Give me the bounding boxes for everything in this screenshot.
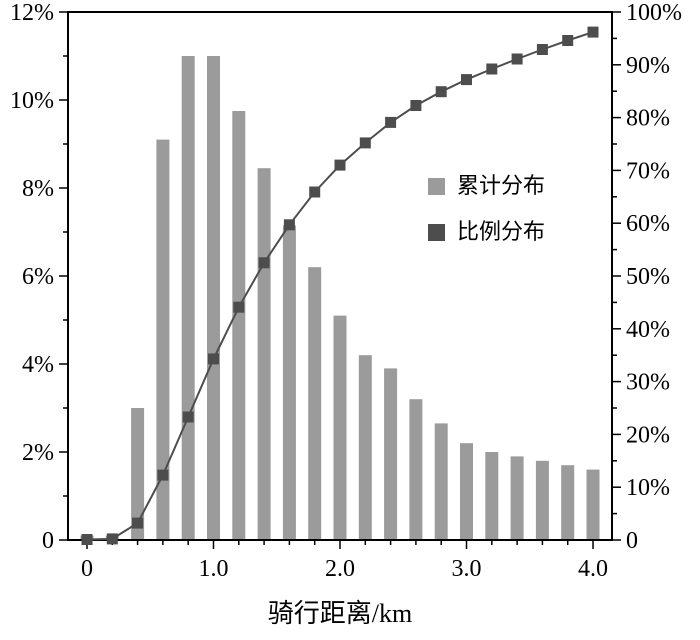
bar bbox=[207, 56, 220, 540]
y-right-tick-label: 40% bbox=[626, 317, 670, 343]
x-tick-label: 3.0 bbox=[452, 556, 482, 582]
bar bbox=[282, 225, 296, 540]
bar bbox=[586, 469, 600, 540]
y-right-tick-label: 100% bbox=[626, 0, 682, 26]
bar bbox=[535, 460, 549, 540]
bar bbox=[131, 408, 145, 540]
square-marker bbox=[385, 116, 397, 128]
bar bbox=[434, 423, 448, 540]
square-marker bbox=[562, 35, 574, 46]
x-tick-label: 1.0 bbox=[198, 556, 228, 582]
square-marker bbox=[182, 411, 194, 423]
y-left-tick-label: 8% bbox=[22, 176, 54, 202]
bar bbox=[510, 456, 524, 540]
square-marker bbox=[208, 353, 219, 365]
square-marker bbox=[309, 186, 321, 198]
y-right-tick-label: 20% bbox=[626, 422, 670, 448]
bar bbox=[333, 315, 347, 540]
y-left-tick-label: 4% bbox=[22, 352, 54, 378]
bar bbox=[485, 452, 499, 540]
square-marker bbox=[157, 469, 169, 481]
legend-label: 比例分布 bbox=[457, 219, 545, 244]
x-tick-label: 4.0 bbox=[578, 556, 608, 582]
bar bbox=[181, 56, 195, 540]
y-right-tick-label: 70% bbox=[626, 158, 670, 184]
square-marker bbox=[587, 26, 599, 38]
bar bbox=[409, 399, 423, 540]
bar bbox=[257, 168, 271, 540]
bar bbox=[460, 443, 473, 540]
square-marker bbox=[486, 63, 498, 75]
square-marker bbox=[461, 74, 472, 86]
y-right-tick-label: 90% bbox=[626, 53, 670, 79]
square-marker bbox=[81, 534, 93, 545]
square-marker bbox=[359, 137, 371, 149]
legend-label: 累计分布 bbox=[457, 173, 545, 198]
square-marker bbox=[233, 301, 245, 313]
y-right-tick-label: 10% bbox=[626, 475, 670, 501]
square-marker bbox=[258, 257, 270, 269]
y-right-tick-label: 30% bbox=[626, 370, 670, 396]
square-marker bbox=[106, 533, 118, 545]
square-marker bbox=[283, 219, 295, 231]
legend-swatch bbox=[428, 224, 445, 241]
square-marker bbox=[132, 517, 144, 529]
x-tick-label: 2.0 bbox=[325, 556, 355, 582]
plot-frame bbox=[67, 11, 613, 541]
bar bbox=[358, 355, 372, 540]
y-left-tick-label: 12% bbox=[10, 0, 54, 26]
square-marker bbox=[410, 100, 422, 111]
y-right-tick-label: 50% bbox=[626, 264, 670, 290]
bar bbox=[308, 267, 322, 540]
y-right-tick-label: 60% bbox=[626, 211, 670, 237]
y-left-tick-label: 0 bbox=[42, 528, 54, 554]
bar bbox=[156, 139, 170, 540]
square-marker bbox=[511, 53, 523, 65]
bar bbox=[232, 111, 246, 540]
line-markers bbox=[81, 26, 599, 545]
y-left-tick-label: 2% bbox=[22, 440, 54, 466]
y-right-tick-label: 0 bbox=[626, 528, 638, 554]
x-axis-title: 骑行距离/km bbox=[268, 599, 412, 628]
square-marker bbox=[334, 159, 346, 171]
square-marker bbox=[536, 44, 548, 55]
legend-swatch bbox=[428, 178, 445, 195]
tick-labels: 0 1.0 2.0 3.0 4.0 0 2% 4% 6% 8% 10% 12% 0 10% 20% 30% 40… bbox=[10, 0, 682, 582]
y-left-tick-label: 6% bbox=[22, 264, 54, 290]
y-right-tick-label: 80% bbox=[626, 106, 670, 132]
square-marker bbox=[435, 86, 447, 98]
bar bbox=[561, 465, 575, 540]
bar bbox=[384, 368, 398, 540]
x-tick-label: 0 bbox=[81, 556, 93, 582]
bars-series bbox=[80, 56, 600, 540]
y-left-tick-label: 10% bbox=[10, 88, 54, 114]
